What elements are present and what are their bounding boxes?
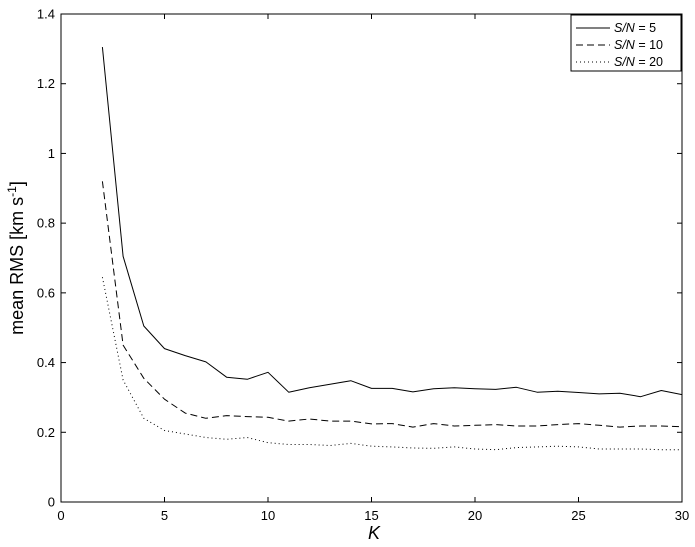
- x-tick-label: 25: [571, 508, 585, 523]
- legend-label-sn10: S/N = 10: [614, 38, 663, 52]
- y-tick-label: 0.2: [37, 425, 55, 440]
- legend-box: [570, 14, 682, 72]
- y-axis-label-close: ]: [7, 181, 27, 186]
- legend-label-sn5: S/N = 5: [614, 21, 656, 35]
- series-line-1: [101, 47, 683, 398]
- y-tick-label: 1.2: [37, 76, 55, 91]
- x-tick-label: 15: [364, 508, 378, 523]
- x-tick-label: 20: [468, 508, 482, 523]
- plot-area: [60, 13, 683, 503]
- y-tick-label: 0: [48, 495, 55, 510]
- y-tick-label: 1.4: [37, 7, 55, 22]
- y-tick-label: 0.4: [37, 355, 55, 370]
- x-tick-label: 30: [675, 508, 689, 523]
- y-tick-label: 0.8: [37, 216, 55, 231]
- y-axis-label-main: mean RMS [km s: [7, 197, 27, 335]
- series-layer: [101, 47, 683, 451]
- x-tick-label: 0: [57, 508, 64, 523]
- axis-ticks: 0 5 10 15 20 25 30 0 0.2 0.4 0.6 0.8 1 1.2 1.4: [37, 7, 689, 524]
- legend-label-sn20: S/N = 20: [614, 55, 663, 69]
- x-axis-label: K: [368, 523, 381, 543]
- y-tick-label: 1: [48, 146, 55, 161]
- legend: S/N = 5 S/N = 10 S/N = 20: [570, 14, 682, 72]
- y-axis-label: mean RMS [km s-1]: [5, 181, 27, 335]
- y-axis-label-exponent: -1: [5, 186, 19, 197]
- y-tick-label: 0.6: [37, 285, 55, 300]
- series-line-2: [101, 181, 683, 428]
- x-tick-label: 10: [261, 508, 275, 523]
- x-tick-label: 5: [161, 508, 168, 523]
